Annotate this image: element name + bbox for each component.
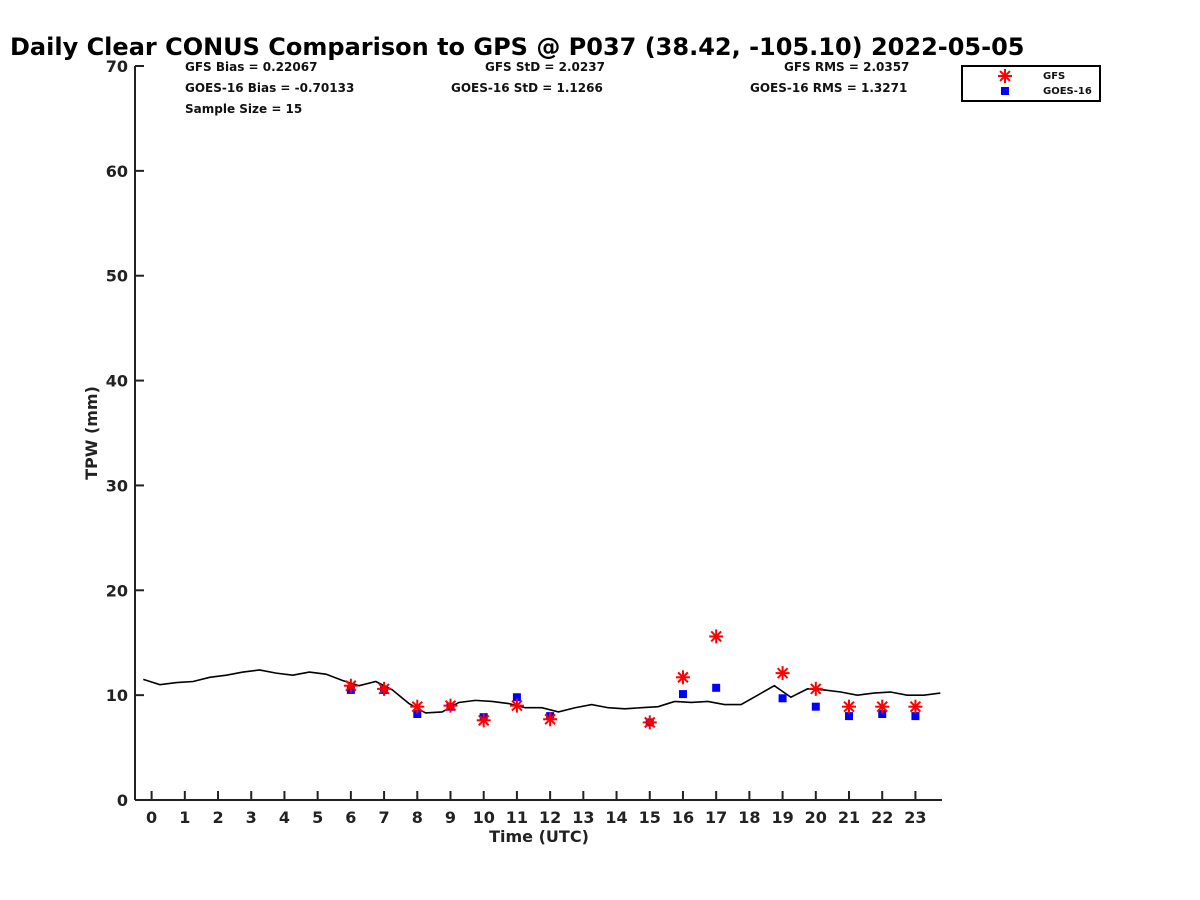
gfs-point xyxy=(443,698,458,713)
legend-goes-label: GOES-16 xyxy=(1043,86,1092,97)
x-tick-label: 3 xyxy=(246,808,257,827)
legend-gfs-label: GFS xyxy=(1043,71,1065,82)
legend-goes-marker xyxy=(1001,87,1009,95)
x-tick-label: 20 xyxy=(805,808,827,827)
chart-title: Daily Clear CONUS Comparison to GPS @ P0… xyxy=(10,33,1024,61)
x-tick-label: 1 xyxy=(179,808,190,827)
gps-line xyxy=(143,669,941,714)
x-tick-label: 7 xyxy=(379,808,390,827)
gfs-legend-asterisk xyxy=(998,69,1012,83)
gfs-point xyxy=(908,699,923,714)
legend-gfs-marker xyxy=(998,69,1012,83)
x-tick-label: 10 xyxy=(473,808,495,827)
x-tick-label: 23 xyxy=(904,808,926,827)
goes-point xyxy=(878,710,887,719)
goes-point xyxy=(811,702,820,711)
y-tick-label: 70 xyxy=(106,57,128,76)
gfs-point xyxy=(775,666,790,681)
x-tick-label: 2 xyxy=(212,808,223,827)
x-tick-label: 0 xyxy=(146,808,157,827)
stats-block: GFS Bias = 0.22067 GOES-16 Bias = -0.701… xyxy=(185,60,909,116)
y-tick-label: 30 xyxy=(106,476,128,495)
goes-point xyxy=(911,712,920,721)
x-tick-label: 13 xyxy=(572,808,594,827)
x-tick-label: 4 xyxy=(279,808,290,827)
x-tick-label: 12 xyxy=(539,808,561,827)
legend: GFS GOES-16 xyxy=(961,65,1101,102)
gfs-point xyxy=(842,699,857,714)
gfs-point xyxy=(343,678,358,693)
x-tick-label: 6 xyxy=(345,808,356,827)
goes-point xyxy=(678,690,687,699)
y-tick-label: 20 xyxy=(106,581,128,600)
x-tick-label: 17 xyxy=(705,808,727,827)
gfs-bias-stat: GFS Bias = 0.22067 xyxy=(185,60,317,74)
gfs-point xyxy=(875,699,890,714)
plot-area xyxy=(143,629,941,730)
legend-box xyxy=(961,65,1101,102)
x-tick-label: 22 xyxy=(871,808,893,827)
goes-point xyxy=(413,710,422,719)
gfs-point xyxy=(476,713,491,728)
y-tick-label: 10 xyxy=(106,686,128,705)
gfs-std-stat: GFS StD = 2.0237 xyxy=(485,60,605,74)
y-tick-label: 40 xyxy=(106,372,128,391)
gfs-point xyxy=(709,629,724,644)
goes-point xyxy=(845,712,854,721)
goes-point xyxy=(512,693,521,702)
gfs-point xyxy=(543,712,558,727)
gfs-point xyxy=(509,698,524,713)
gfs-point xyxy=(410,699,425,714)
x-tick-label: 8 xyxy=(412,808,423,827)
x-tick-label: 15 xyxy=(639,808,661,827)
y-axis-label: TPW (mm) xyxy=(82,386,101,480)
goes-point xyxy=(778,694,787,703)
x-axis-label: Time (UTC) xyxy=(489,827,589,846)
x-tick-label: 16 xyxy=(672,808,694,827)
y-tick-label: 60 xyxy=(106,162,128,181)
x-tick-label: 21 xyxy=(838,808,860,827)
gfs-point xyxy=(377,681,392,696)
x-tick-label: 18 xyxy=(738,808,760,827)
goes-legend-square xyxy=(1001,87,1009,95)
gfs-point xyxy=(675,670,690,685)
x-tick-label: 9 xyxy=(445,808,456,827)
x-tick-label: 14 xyxy=(605,808,627,827)
x-tick-label: 19 xyxy=(771,808,793,827)
goes-rms-stat: GOES-16 RMS = 1.3271 xyxy=(750,81,907,95)
sample-size-stat: Sample Size = 15 xyxy=(185,102,302,116)
x-tick-label: 5 xyxy=(312,808,323,827)
gfs-point xyxy=(642,715,657,730)
goes-point xyxy=(712,683,721,692)
gfs-point xyxy=(808,681,823,696)
x-tick-label: 11 xyxy=(506,808,528,827)
goes-bias-stat: GOES-16 Bias = -0.70133 xyxy=(185,81,354,95)
y-tick-label: 50 xyxy=(106,267,128,286)
goes-std-stat: GOES-16 StD = 1.1266 xyxy=(451,81,603,95)
y-tick-label: 0 xyxy=(117,791,128,810)
gfs-rms-stat: GFS RMS = 2.0357 xyxy=(784,60,909,74)
